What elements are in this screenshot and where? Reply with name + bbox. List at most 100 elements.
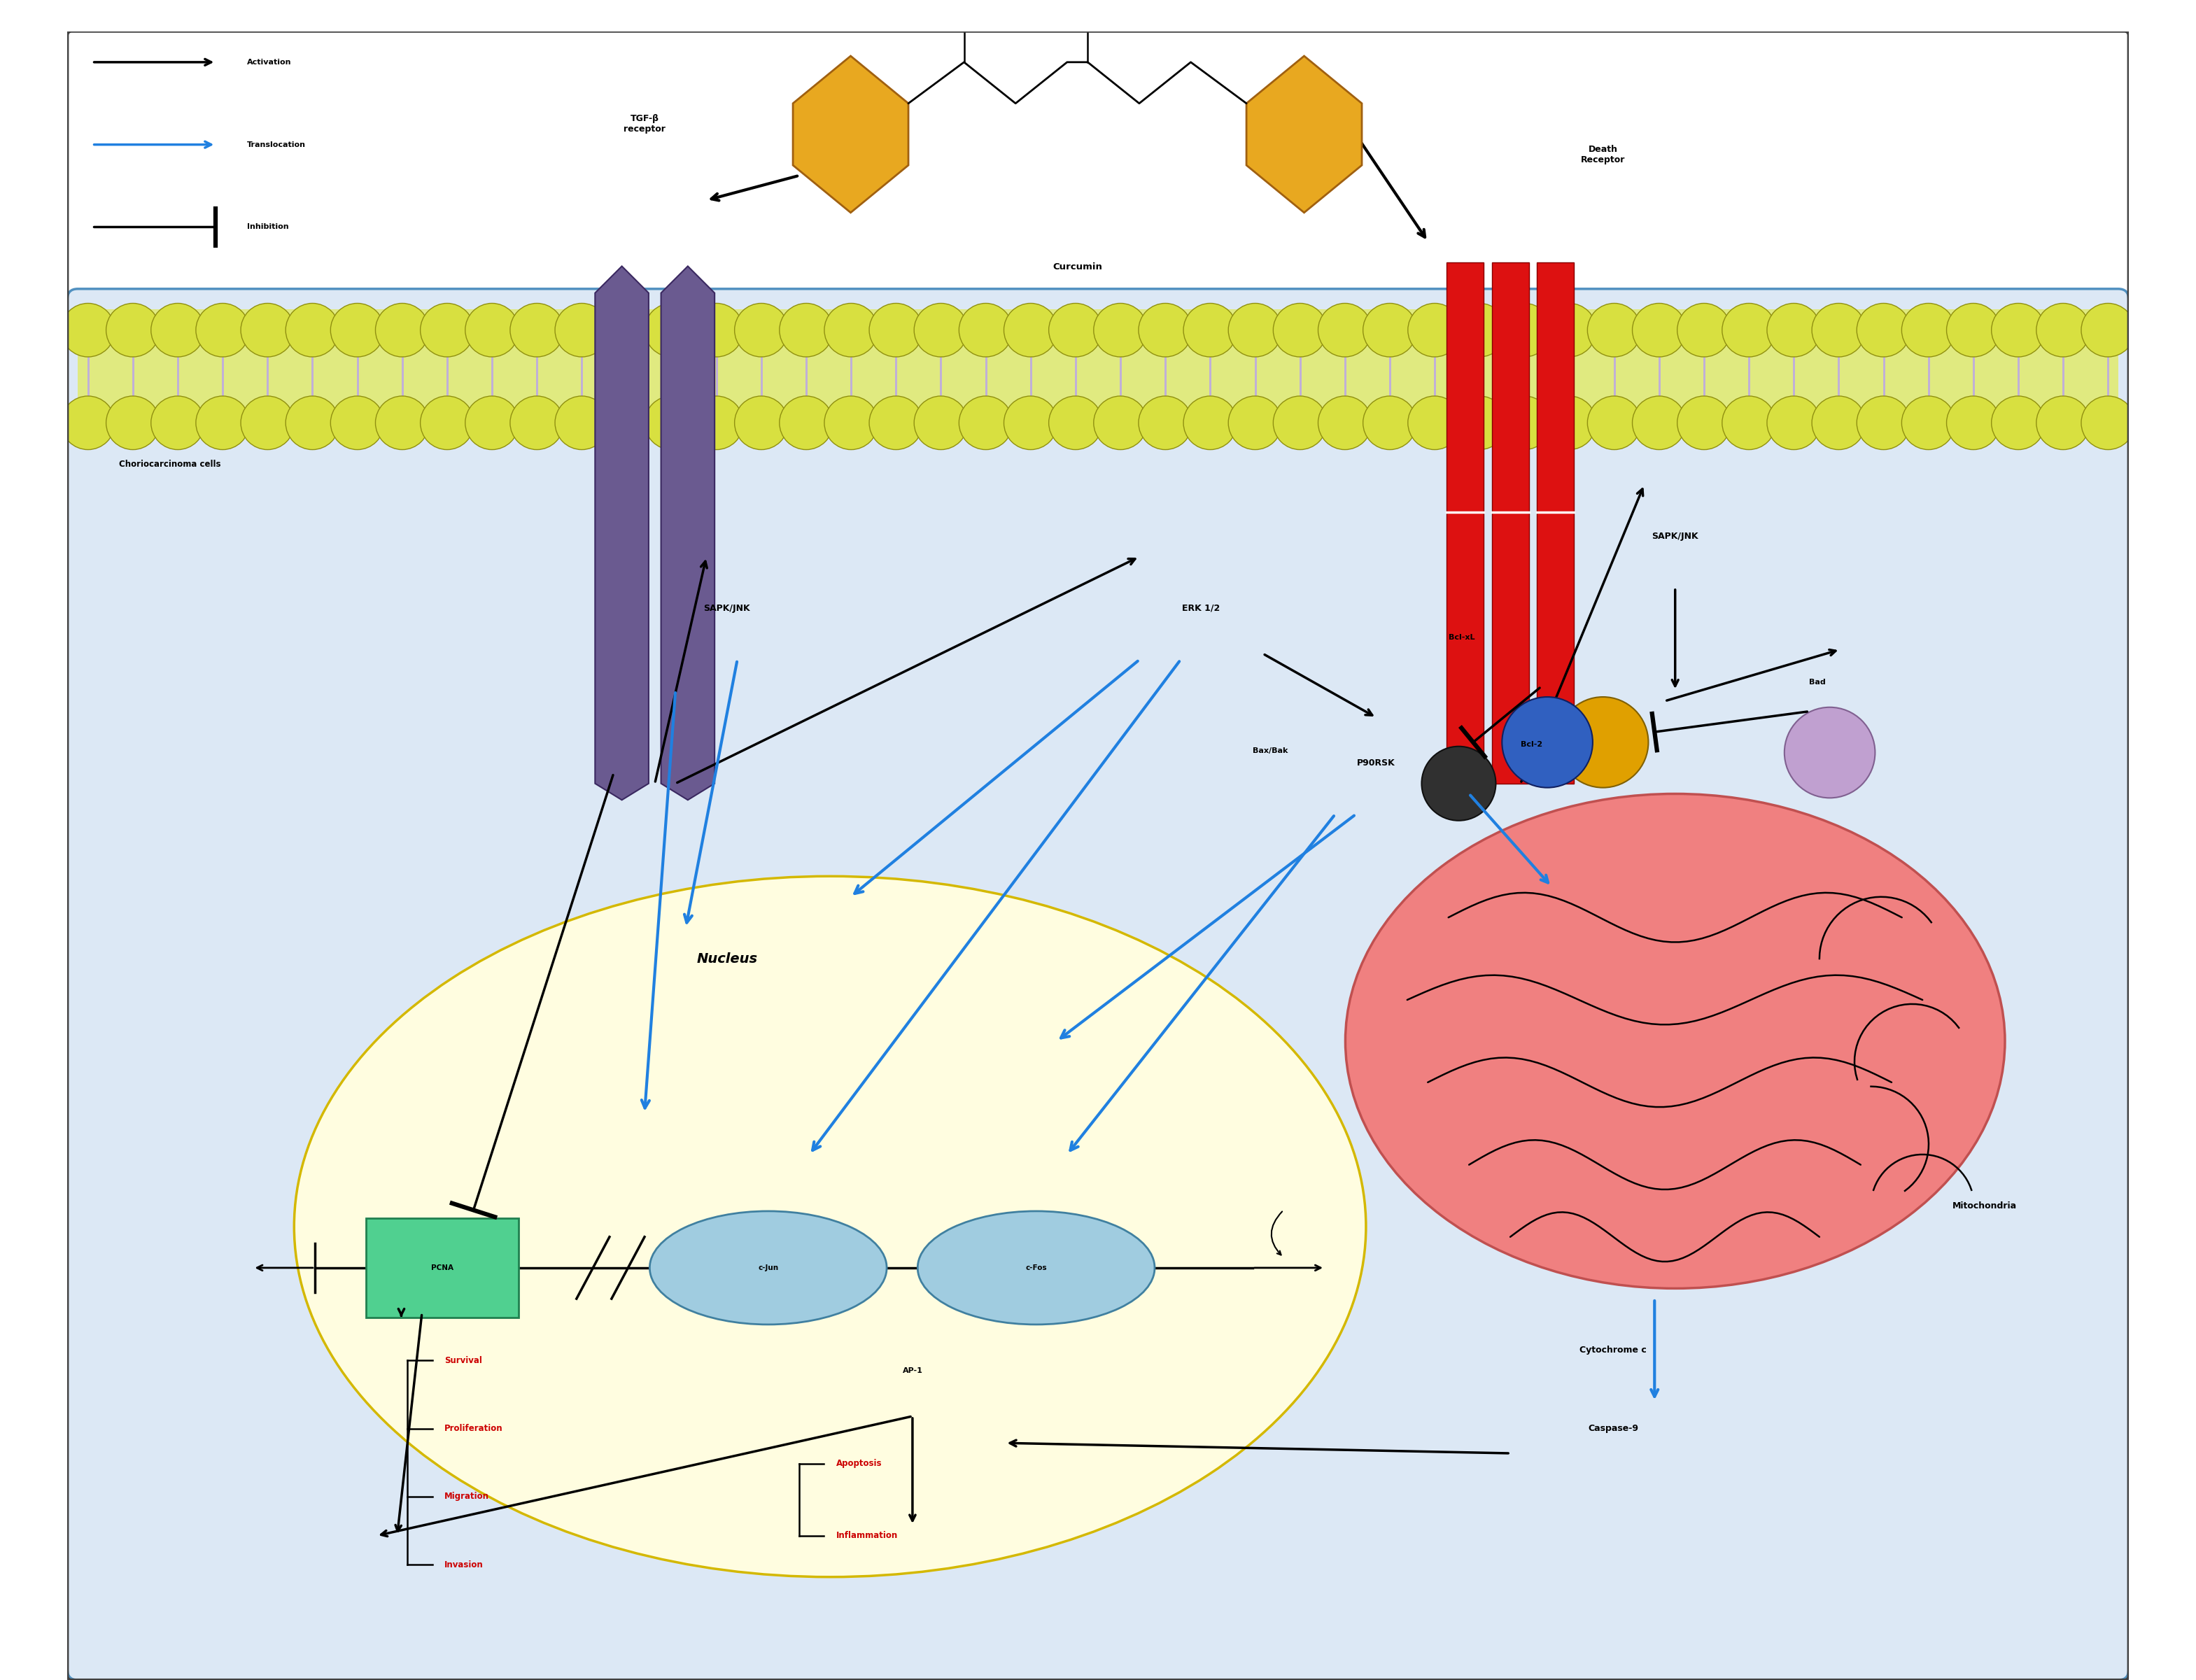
Text: Choriocarcinoma cells: Choriocarcinoma cells: [119, 460, 222, 469]
Circle shape: [61, 396, 114, 450]
Circle shape: [1632, 304, 1687, 356]
Circle shape: [1722, 396, 1777, 450]
FancyBboxPatch shape: [367, 1218, 518, 1317]
Circle shape: [195, 396, 250, 450]
Circle shape: [152, 304, 204, 356]
Circle shape: [242, 304, 294, 356]
Circle shape: [466, 396, 518, 450]
Circle shape: [509, 304, 564, 356]
Text: Translocation: Translocation: [246, 141, 305, 148]
Circle shape: [1364, 396, 1416, 450]
Circle shape: [1094, 304, 1146, 356]
Circle shape: [1768, 304, 1820, 356]
Circle shape: [105, 396, 160, 450]
Circle shape: [1498, 304, 1550, 356]
Circle shape: [1588, 304, 1640, 356]
Text: P90RSK: P90RSK: [1357, 758, 1394, 768]
Circle shape: [1004, 304, 1058, 356]
Circle shape: [509, 396, 564, 450]
Circle shape: [285, 396, 338, 450]
Circle shape: [2082, 396, 2135, 450]
Circle shape: [914, 396, 968, 450]
Circle shape: [1588, 396, 1640, 450]
Circle shape: [1858, 396, 1911, 450]
Circle shape: [1557, 697, 1649, 788]
Circle shape: [646, 396, 698, 450]
Circle shape: [733, 304, 788, 356]
Text: ERK 1/2: ERK 1/2: [1181, 603, 1221, 613]
Circle shape: [2036, 304, 2091, 356]
Circle shape: [1454, 396, 1506, 450]
Text: PCNA: PCNA: [430, 1265, 455, 1272]
Circle shape: [152, 396, 204, 450]
Circle shape: [1138, 396, 1192, 450]
Circle shape: [1902, 396, 1954, 450]
Circle shape: [285, 304, 338, 356]
Circle shape: [1274, 304, 1326, 356]
Circle shape: [466, 304, 518, 356]
Text: Mitochondria: Mitochondria: [1952, 1201, 2016, 1211]
Circle shape: [870, 304, 922, 356]
Text: Caspase-9: Caspase-9: [1588, 1425, 1638, 1433]
Circle shape: [1902, 304, 1954, 356]
Text: c-Fos: c-Fos: [1026, 1265, 1047, 1272]
Text: Inflammation: Inflammation: [837, 1530, 898, 1541]
Circle shape: [1364, 304, 1416, 356]
Circle shape: [419, 396, 474, 450]
Circle shape: [1138, 304, 1192, 356]
Circle shape: [1722, 304, 1777, 356]
Circle shape: [1318, 304, 1372, 356]
Circle shape: [1274, 396, 1326, 450]
Circle shape: [690, 304, 742, 356]
Polygon shape: [793, 55, 909, 213]
Circle shape: [1992, 396, 2044, 450]
Circle shape: [1678, 304, 1730, 356]
Ellipse shape: [918, 1211, 1155, 1324]
Text: Survival: Survival: [444, 1356, 483, 1366]
Circle shape: [780, 396, 832, 450]
Circle shape: [1184, 396, 1236, 450]
Text: Inhibition: Inhibition: [246, 223, 288, 230]
Circle shape: [780, 304, 832, 356]
Circle shape: [1785, 707, 1875, 798]
Circle shape: [1050, 304, 1102, 356]
Text: Proliferation: Proliferation: [444, 1425, 503, 1433]
Circle shape: [1946, 304, 2001, 356]
Circle shape: [1050, 396, 1102, 450]
Circle shape: [61, 304, 114, 356]
FancyBboxPatch shape: [1447, 262, 1484, 783]
Circle shape: [1812, 396, 1864, 450]
Circle shape: [1094, 396, 1146, 450]
Circle shape: [242, 396, 294, 450]
Text: Nucleus: Nucleus: [696, 953, 758, 966]
Circle shape: [600, 304, 654, 356]
Text: Invasion: Invasion: [444, 1561, 483, 1569]
Text: c-Jun: c-Jun: [758, 1265, 777, 1272]
Circle shape: [105, 304, 160, 356]
Circle shape: [376, 304, 428, 356]
Circle shape: [195, 304, 250, 356]
Circle shape: [1408, 396, 1463, 450]
Text: Death
Receptor: Death Receptor: [1581, 144, 1625, 165]
Ellipse shape: [1346, 793, 2005, 1289]
Text: Bcl-xL: Bcl-xL: [1449, 633, 1476, 640]
FancyBboxPatch shape: [1537, 262, 1575, 783]
Circle shape: [870, 396, 922, 450]
Circle shape: [824, 304, 878, 356]
Circle shape: [1632, 396, 1687, 450]
Text: Cytochrome c: Cytochrome c: [1579, 1346, 1647, 1354]
Circle shape: [824, 396, 878, 450]
Circle shape: [690, 396, 742, 450]
Circle shape: [600, 396, 654, 450]
Circle shape: [960, 396, 1012, 450]
Circle shape: [1498, 396, 1550, 450]
Circle shape: [1318, 396, 1372, 450]
Text: Apoptosis: Apoptosis: [837, 1458, 883, 1468]
Polygon shape: [1247, 55, 1362, 213]
Circle shape: [1184, 304, 1236, 356]
Circle shape: [1421, 746, 1495, 820]
Circle shape: [419, 304, 474, 356]
Circle shape: [332, 396, 384, 450]
Circle shape: [556, 304, 608, 356]
Text: Activation: Activation: [246, 59, 292, 66]
